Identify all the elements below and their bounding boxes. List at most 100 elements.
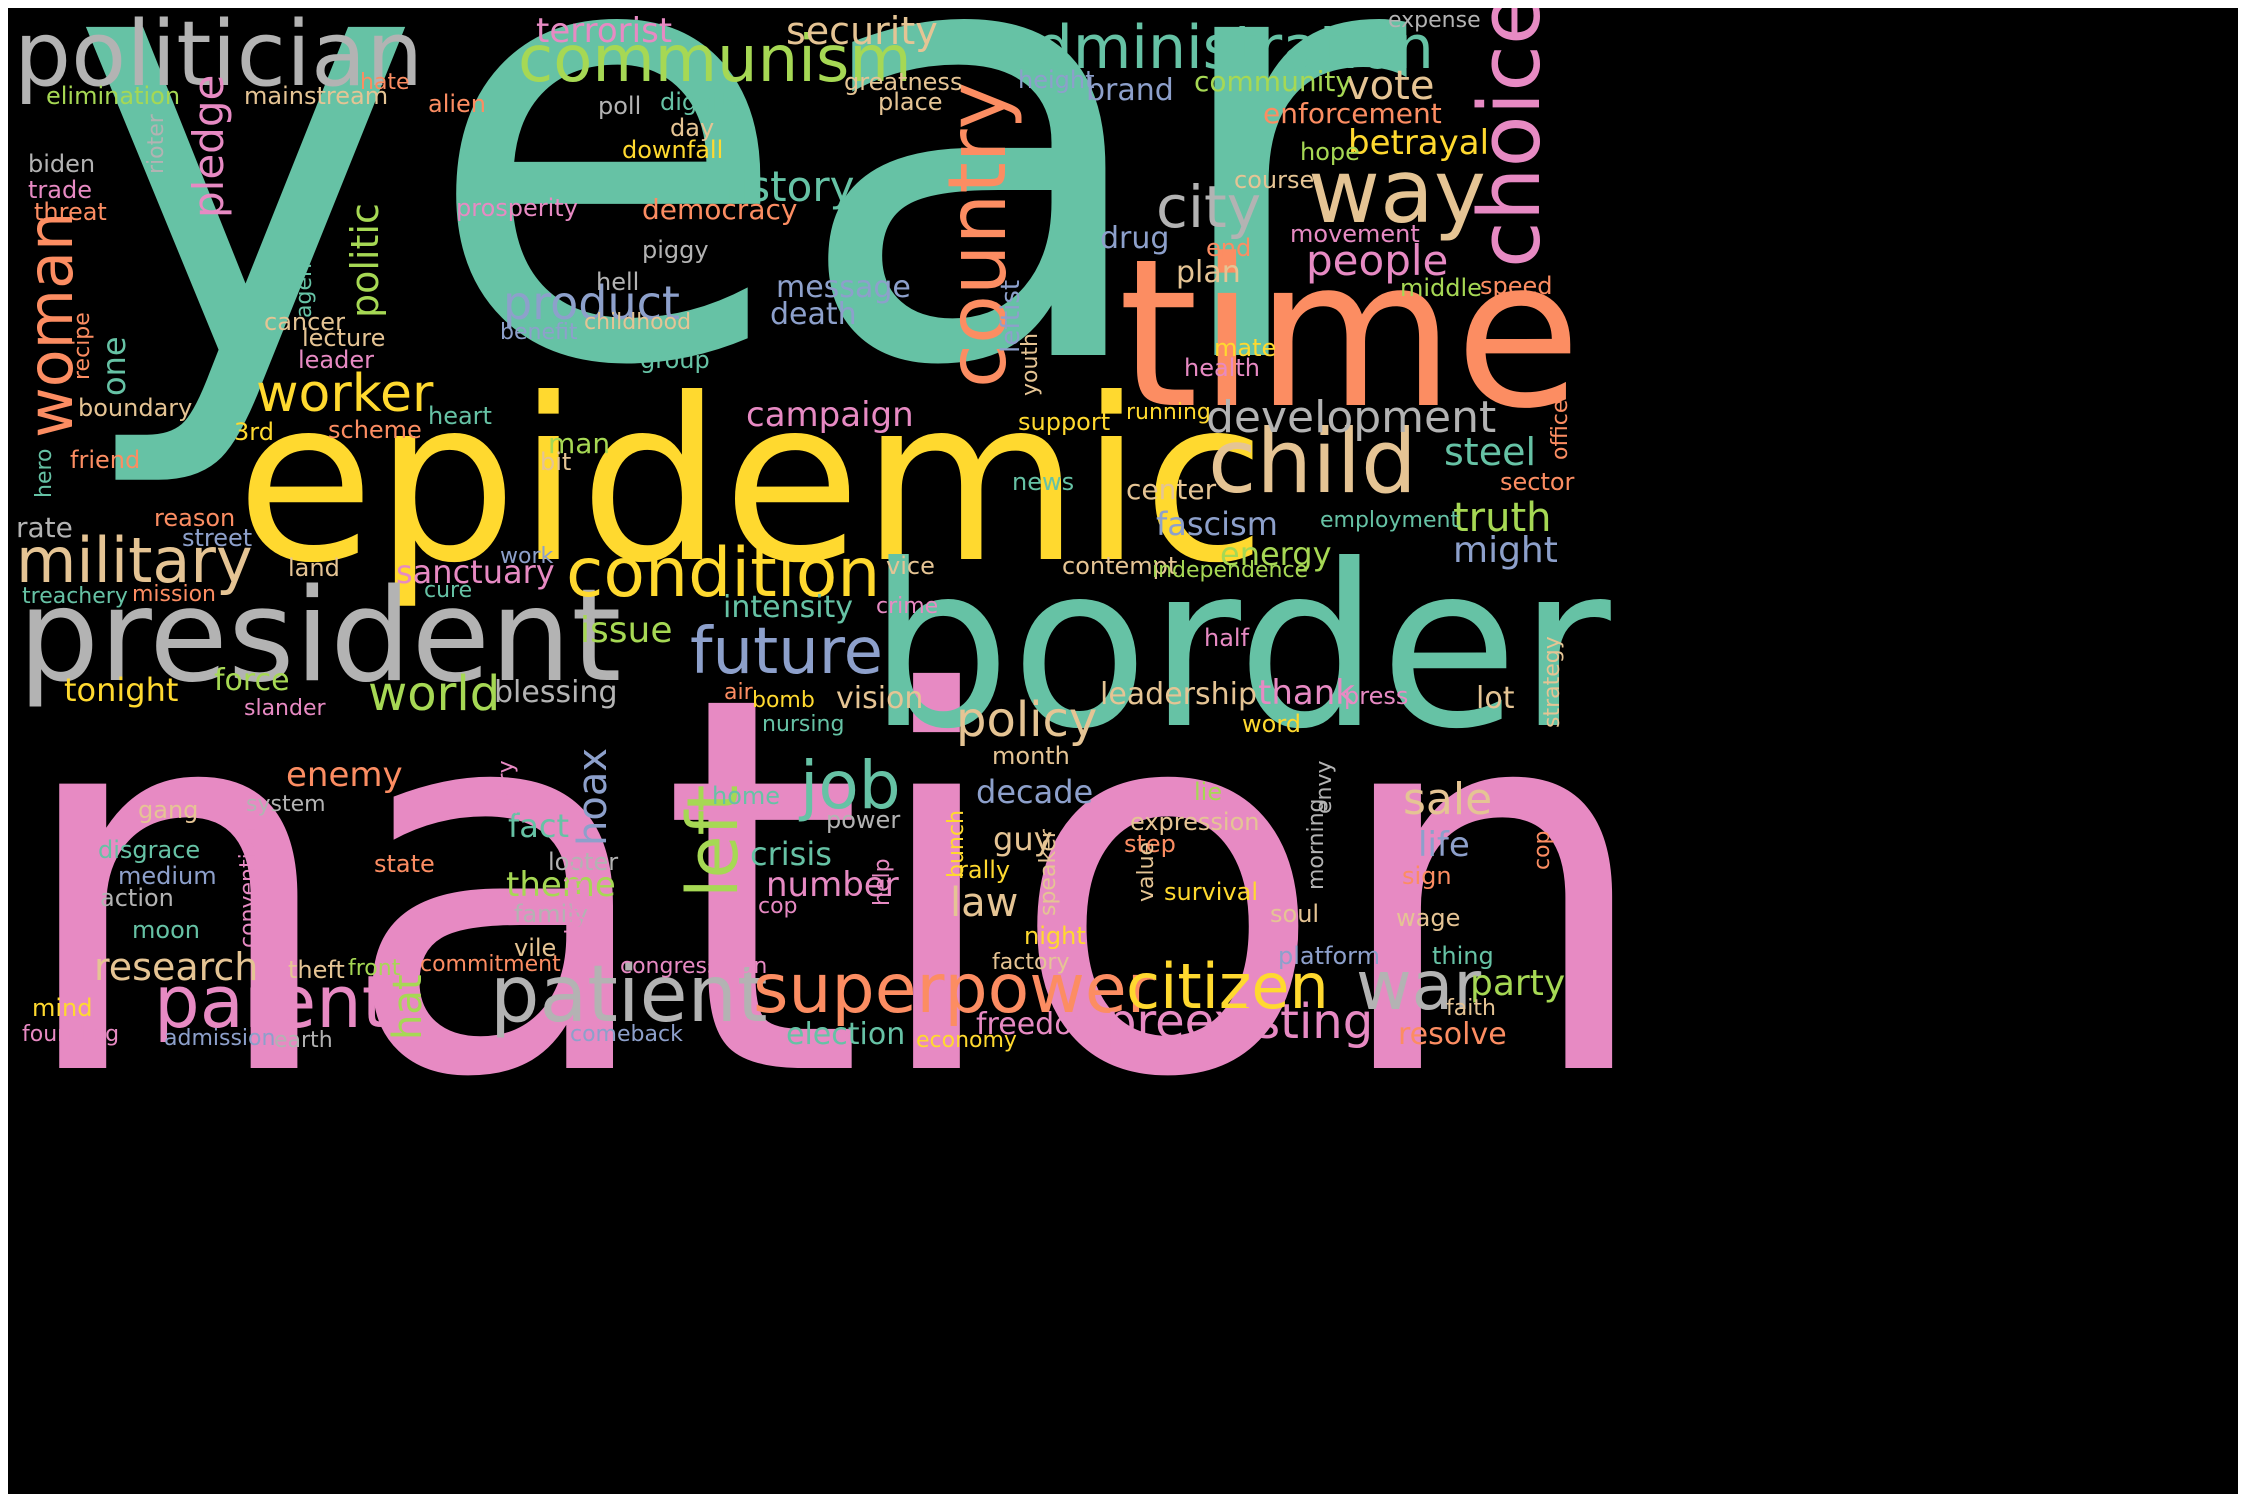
word-work: work	[500, 544, 554, 569]
word-democracy: democracy	[642, 193, 798, 226]
word-speaker: speaker	[1036, 829, 1061, 916]
word-nursing: nursing	[762, 712, 845, 737]
word-word: word	[1242, 710, 1301, 738]
word-truth: truth	[1453, 495, 1552, 541]
word-day: day	[670, 114, 715, 142]
word-survival: step	[1124, 830, 1176, 858]
word-middle: middle	[1400, 274, 1482, 302]
word-condition: condition	[566, 534, 881, 613]
word-enemy: enemy	[286, 755, 403, 795]
word-rioter: rioter	[144, 114, 169, 174]
word-campaign: campaign	[746, 395, 914, 435]
word-sale: sale	[1403, 774, 1493, 825]
word-earth: admission	[164, 1026, 276, 1051]
word-worker: worker	[256, 364, 434, 424]
word-scheme: scheme	[328, 416, 422, 444]
word-hell: hell	[596, 268, 640, 296]
word-health: health	[1184, 354, 1260, 382]
word-movement: movement	[1290, 220, 1420, 248]
word-mission: mission	[132, 582, 216, 607]
word-greatness: greatness	[844, 68, 963, 96]
word-theme: theme	[506, 865, 616, 905]
word-lie: lie	[1194, 778, 1223, 806]
word-parent: parent	[154, 960, 391, 1044]
word-politician: politician	[14, 8, 424, 107]
word-poll: poll	[598, 92, 642, 120]
word-founding: mind	[32, 994, 93, 1022]
word-group: group	[640, 346, 710, 374]
word-soul: vile	[514, 934, 557, 962]
word-epidemic: epidemic	[236, 351, 1267, 613]
word-benefit: benefit	[500, 320, 578, 345]
word-superpower: superpower	[753, 950, 1155, 1029]
word-excuse: faith	[1446, 996, 1496, 1021]
word-hero: hero	[32, 448, 57, 499]
word-one: one	[95, 336, 133, 396]
word-fascism: fascism	[1156, 505, 1278, 543]
word-action: action	[100, 884, 174, 912]
word-month: month	[992, 742, 1070, 770]
word-communism: communism	[518, 23, 912, 97]
word-sign: morning	[1304, 798, 1329, 890]
word-plan: plan	[1176, 255, 1241, 290]
word-power: power	[826, 806, 901, 834]
word-contempt: contempt	[1062, 552, 1178, 580]
word-air: air	[724, 680, 753, 705]
word-party: party	[1470, 963, 1566, 1004]
word-leadership: leadership	[1100, 677, 1258, 712]
word-patient: patient	[490, 950, 768, 1040]
word-glory: glory	[494, 760, 519, 816]
word-bunch: bunch	[944, 810, 969, 878]
word-crime: crime	[876, 594, 939, 619]
word-cancer: cancer	[264, 308, 345, 336]
word-citizen: citizen	[1126, 950, 1329, 1023]
word-issue: issue	[580, 610, 673, 651]
word-elimination: elimination	[46, 82, 181, 110]
word-reason: reason	[154, 504, 236, 532]
word-community: community	[1194, 65, 1352, 98]
word-life: life	[1418, 825, 1470, 865]
word-looter: looter	[548, 848, 619, 876]
word-system: system	[246, 792, 326, 817]
word-law: law	[950, 880, 1019, 926]
word-convention: convention	[236, 825, 261, 948]
word-height: height	[1018, 66, 1095, 94]
word-guy: guy	[993, 820, 1053, 858]
word-end: end	[1206, 234, 1252, 262]
word-military: military	[16, 524, 253, 597]
word-child: child	[1208, 410, 1417, 513]
word-brand: brand	[1086, 73, 1174, 108]
word-future: future	[690, 615, 884, 689]
word-enforcement: enforcement	[1263, 97, 1442, 130]
word-commitment: factory	[992, 950, 1070, 975]
word-nation: nation	[12, 585, 1657, 1191]
word-employment: employment	[1320, 508, 1460, 533]
word-mate: mate	[1214, 334, 1277, 362]
word-place: place	[878, 88, 943, 116]
word-trade: trade	[28, 176, 92, 204]
word-tonight: tonight	[64, 671, 179, 709]
word-steel: steel	[1444, 430, 1537, 474]
word-treachery: treachery	[22, 584, 128, 609]
word-prosperity: prosperity	[456, 194, 578, 222]
word-moon: moon	[132, 916, 200, 944]
word-administration: administration	[998, 13, 1434, 83]
word-research: research	[94, 945, 259, 989]
word-resolve: resolve	[1398, 1017, 1507, 1052]
word-morning: sign	[1402, 862, 1452, 890]
word-fact: fact	[508, 807, 570, 845]
word-platform: congressman	[620, 954, 768, 979]
word-threat: threat	[34, 198, 107, 226]
word-rate: rate	[16, 511, 73, 544]
word-office: office	[1548, 399, 1573, 460]
word-admission: founding	[22, 1022, 120, 1047]
word-bit: bit	[540, 448, 572, 476]
word-border: border	[868, 517, 1611, 779]
word-pledge: pledge	[184, 74, 233, 218]
word-state: state	[374, 850, 435, 878]
word-lot: lot	[1476, 681, 1515, 716]
word-street: street	[182, 524, 253, 552]
word-support: support	[1018, 408, 1111, 436]
word-disgrace: disgrace	[98, 836, 201, 864]
word-cure: cure	[424, 578, 473, 603]
